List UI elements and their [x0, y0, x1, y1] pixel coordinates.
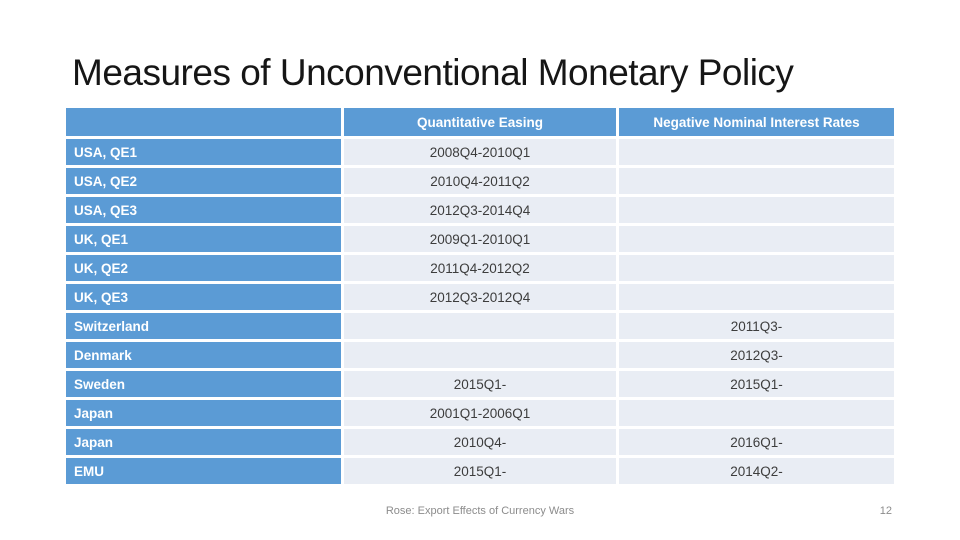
table-row: UK, QE3 2012Q3-2012Q4: [66, 284, 894, 310]
quantitative-easing-cell: [344, 342, 616, 368]
header-cell-quantitative-easing: Quantitative Easing: [344, 108, 616, 136]
negative-rates-cell: 2014Q2-: [619, 458, 894, 484]
quantitative-easing-cell: 2012Q3-2012Q4: [344, 284, 616, 310]
table-row: USA, QE2 2010Q4-2011Q2: [66, 168, 894, 194]
row-label-cell: Japan: [66, 429, 341, 455]
quantitative-easing-cell: 2015Q1-: [344, 371, 616, 397]
table-row: EMU 2015Q1- 2014Q2-: [66, 458, 894, 484]
quantitative-easing-cell: [344, 313, 616, 339]
negative-rates-cell: [619, 400, 894, 426]
footer-attribution: Rose: Export Effects of Currency Wars: [385, 505, 575, 517]
table-body: USA, QE1 2008Q4-2010Q1 USA, QE2 2010Q4-2…: [66, 139, 894, 484]
slide-page-number: 12: [879, 505, 892, 517]
table-row: USA, QE3 2012Q3-2014Q4: [66, 197, 894, 223]
table-row: USA, QE1 2008Q4-2010Q1: [66, 139, 894, 165]
row-label-cell: Japan: [66, 400, 341, 426]
row-label-cell: EMU: [66, 458, 341, 484]
quantitative-easing-cell: 2001Q1-2006Q1: [344, 400, 616, 426]
negative-rates-cell: 2016Q1-: [619, 429, 894, 455]
table-row: UK, QE2 2011Q4-2012Q2: [66, 255, 894, 281]
row-label-cell: USA, QE1: [66, 139, 341, 165]
negative-rates-cell: [619, 197, 894, 223]
table-row: Denmark 2012Q3-: [66, 342, 894, 368]
header-cell-negative-nominal-interest-rates: Negative Nominal Interest Rates: [619, 108, 894, 136]
negative-rates-cell: [619, 226, 894, 252]
quantitative-easing-cell: 2008Q4-2010Q1: [344, 139, 616, 165]
table-row: Sweden 2015Q1- 2015Q1-: [66, 371, 894, 397]
negative-rates-cell: 2011Q3-: [619, 313, 894, 339]
quantitative-easing-cell: 2010Q4-2011Q2: [344, 168, 616, 194]
row-label-cell: USA, QE3: [66, 197, 341, 223]
table-header-row: Quantitative Easing Negative Nominal Int…: [66, 108, 894, 136]
header-cell-corner: [66, 108, 341, 136]
negative-rates-cell: 2015Q1-: [619, 371, 894, 397]
table-row: Japan 2010Q4- 2016Q1-: [66, 429, 894, 455]
quantitative-easing-cell: 2009Q1-2010Q1: [344, 226, 616, 252]
table-row: Japan 2001Q1-2006Q1: [66, 400, 894, 426]
quantitative-easing-cell: 2015Q1-: [344, 458, 616, 484]
slide-title: Measures of Unconventional Monetary Poli…: [72, 52, 794, 93]
negative-rates-cell: [619, 168, 894, 194]
quantitative-easing-cell: 2012Q3-2014Q4: [344, 197, 616, 223]
negative-rates-cell: [619, 139, 894, 165]
row-label-cell: UK, QE1: [66, 226, 341, 252]
quantitative-easing-cell: 2011Q4-2012Q2: [344, 255, 616, 281]
row-label-cell: Switzerland: [66, 313, 341, 339]
quantitative-easing-cell: 2010Q4-: [344, 429, 616, 455]
row-label-cell: Sweden: [66, 371, 341, 397]
table-row: Switzerland 2011Q3-: [66, 313, 894, 339]
monetary-policy-table: Quantitative Easing Negative Nominal Int…: [66, 108, 894, 484]
row-label-cell: UK, QE3: [66, 284, 341, 310]
row-label-cell: Denmark: [66, 342, 341, 368]
negative-rates-cell: 2012Q3-: [619, 342, 894, 368]
table-row: UK, QE1 2009Q1-2010Q1: [66, 226, 894, 252]
negative-rates-cell: [619, 284, 894, 310]
row-label-cell: UK, QE2: [66, 255, 341, 281]
row-label-cell: USA, QE2: [66, 168, 341, 194]
negative-rates-cell: [619, 255, 894, 281]
